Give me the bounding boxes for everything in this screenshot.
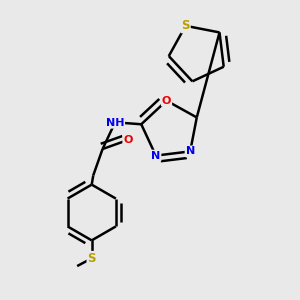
- Text: S: S: [88, 252, 96, 265]
- Text: N: N: [186, 146, 195, 156]
- Text: O: O: [123, 135, 133, 145]
- Text: O: O: [162, 96, 171, 106]
- Text: N: N: [151, 151, 160, 160]
- Text: S: S: [181, 19, 190, 32]
- Text: NH: NH: [106, 118, 124, 128]
